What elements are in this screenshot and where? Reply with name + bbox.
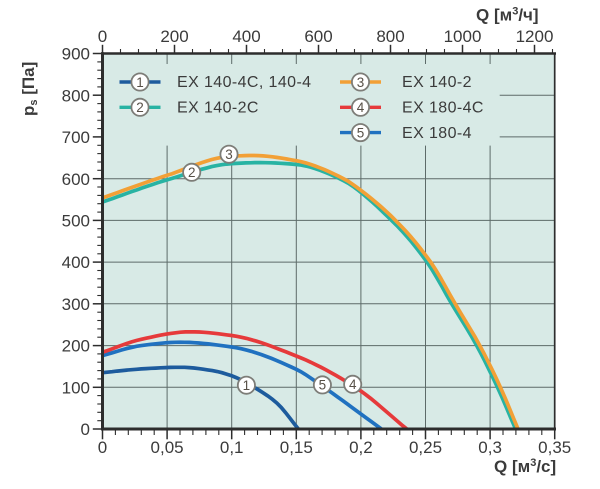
svg-text:0,15: 0,15 <box>280 438 313 457</box>
svg-text:0,35: 0,35 <box>538 438 571 457</box>
svg-text:4: 4 <box>349 377 357 392</box>
svg-text:Q [м3/с]: Q [м3/с] <box>494 457 556 476</box>
svg-text:800: 800 <box>62 86 90 105</box>
svg-text:600: 600 <box>62 170 90 189</box>
svg-text:0,25: 0,25 <box>409 438 442 457</box>
svg-text:5: 5 <box>319 378 327 393</box>
svg-text:100: 100 <box>62 378 90 397</box>
svg-text:0: 0 <box>98 438 107 457</box>
svg-text:EX 140-2C: EX 140-2C <box>177 100 259 117</box>
svg-text:0: 0 <box>81 420 90 439</box>
svg-text:400: 400 <box>232 27 260 46</box>
svg-text:1000: 1000 <box>444 27 482 46</box>
svg-text:5: 5 <box>357 125 365 140</box>
svg-text:0,05: 0,05 <box>151 438 184 457</box>
svg-text:0,1: 0,1 <box>220 438 244 457</box>
svg-text:2: 2 <box>188 165 196 180</box>
svg-text:600: 600 <box>304 27 332 46</box>
svg-text:900: 900 <box>62 45 90 64</box>
svg-text:0: 0 <box>98 27 107 46</box>
svg-text:300: 300 <box>62 295 90 314</box>
svg-text:EX 140-2: EX 140-2 <box>402 74 472 91</box>
svg-text:EX 140-4C, 140-4: EX 140-4C, 140-4 <box>177 74 311 91</box>
svg-text:800: 800 <box>376 27 404 46</box>
svg-text:400: 400 <box>62 253 90 272</box>
svg-text:EX 180-4C: EX 180-4C <box>402 100 484 117</box>
svg-text:3: 3 <box>225 147 233 162</box>
svg-text:ps [Па]: ps [Па] <box>19 62 40 116</box>
svg-text:0,3: 0,3 <box>478 438 502 457</box>
svg-text:1: 1 <box>136 75 144 90</box>
svg-text:200: 200 <box>62 337 90 356</box>
svg-text:500: 500 <box>62 212 90 231</box>
svg-text:3: 3 <box>357 75 365 90</box>
svg-text:4: 4 <box>357 100 365 115</box>
svg-text:Q [м3/ч]: Q [м3/ч] <box>476 6 539 25</box>
svg-text:EX 180-4: EX 180-4 <box>402 125 472 142</box>
svg-text:200: 200 <box>160 27 188 46</box>
svg-text:1200: 1200 <box>516 27 554 46</box>
svg-text:700: 700 <box>62 128 90 147</box>
svg-text:0,2: 0,2 <box>349 438 373 457</box>
svg-text:1: 1 <box>243 378 251 393</box>
svg-text:2: 2 <box>136 100 144 115</box>
